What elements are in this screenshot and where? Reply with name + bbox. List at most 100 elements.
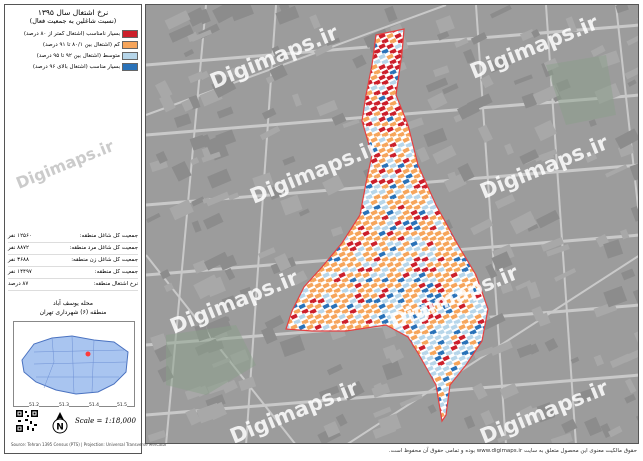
parcel-block — [436, 255, 446, 264]
parcel-block — [372, 99, 382, 108]
parcel-block — [308, 318, 318, 326]
parcel-block — [380, 110, 390, 118]
parcel-block — [305, 302, 315, 311]
parcel-block — [436, 286, 446, 295]
parcel-block — [449, 260, 459, 269]
basemap-building — [378, 413, 402, 435]
parcel-block — [393, 136, 403, 144]
parcel-block — [465, 312, 475, 321]
parcel-block — [401, 302, 411, 311]
basemap-building — [279, 5, 290, 12]
parcel-block — [372, 224, 382, 233]
parcel-block — [420, 318, 430, 326]
parcel-block — [401, 260, 411, 269]
parcel-block — [481, 302, 488, 311]
basemap-building — [269, 64, 288, 82]
parcel-block — [380, 68, 390, 77]
parcel-block — [433, 281, 443, 290]
parcel-block — [457, 271, 467, 279]
parcel-block — [444, 266, 454, 274]
parcel-block — [324, 307, 334, 316]
parcel-block — [388, 307, 398, 316]
parcel-block — [401, 271, 411, 279]
parcel-block — [380, 58, 390, 66]
parcel-block — [369, 219, 379, 227]
parcel-block — [425, 260, 435, 269]
basemap-building — [442, 83, 459, 95]
parcel-block — [364, 214, 374, 222]
parcel-block — [388, 37, 398, 45]
basemap-building — [632, 285, 638, 304]
basemap-building — [259, 125, 281, 141]
parcel-block — [356, 297, 366, 305]
parcel-block — [340, 266, 350, 274]
legend-panel: نرخ اشتغال سال ۱۳۹۵ (نسبت شاغلین به جمعی… — [4, 4, 167, 454]
parcel-block — [428, 245, 438, 253]
inset-coord: 51.2 — [29, 403, 40, 408]
parcel-block — [364, 286, 374, 295]
basemap-building — [624, 393, 637, 404]
parcel-block — [369, 125, 379, 134]
basemap-street — [615, 5, 638, 216]
parcel-block — [417, 240, 427, 248]
parcel-block — [441, 344, 451, 352]
parcel-block — [468, 328, 478, 337]
stat-row: جمعیت کل شاغل زن منطقه: ۳۶۸۸ نفر — [8, 255, 138, 267]
basemap-building — [543, 57, 559, 72]
basemap-building — [322, 174, 345, 196]
inset-coord: 51.5 — [117, 403, 128, 408]
parcel-block — [356, 276, 366, 285]
parcel-block — [321, 312, 331, 321]
basemap-building — [443, 173, 467, 193]
basemap-building — [494, 193, 516, 209]
parcel-block — [377, 312, 387, 321]
parcel-block — [412, 276, 422, 285]
parcel-block — [401, 292, 411, 300]
parcel-block — [412, 214, 422, 222]
parcel-block — [396, 255, 406, 264]
parcel-block — [436, 349, 446, 357]
parcel-block — [324, 266, 334, 274]
legend-label: بسیار مناسب (اشتغال بالای ۹۶ درصد) — [32, 64, 120, 70]
parcel-block — [420, 276, 430, 285]
parcel-block — [385, 125, 395, 134]
qr-code-icon — [15, 409, 39, 433]
parcel-block — [364, 318, 374, 326]
parcel-block — [404, 234, 414, 243]
parcel-block — [372, 182, 382, 191]
basemap-building — [427, 404, 437, 414]
parcel-block — [321, 292, 331, 300]
inset-locator-map — [13, 321, 135, 407]
parcel-block — [348, 255, 358, 264]
parcel-block — [377, 84, 387, 92]
parcel-block — [369, 198, 379, 207]
parcel-block — [388, 110, 398, 118]
main-map[interactable]: Digimaps.ir Digimaps.ir Digimaps.ir Digi… — [145, 4, 639, 444]
parcel-block — [409, 188, 419, 196]
parcel-block — [372, 193, 382, 201]
parcel-block — [364, 193, 374, 201]
parcel-block — [313, 312, 323, 321]
basemap-building — [387, 348, 405, 364]
stats-table: جمعیت کل شاغل منطقه: ۱۲۵۶۰ نفر جمعیت کل ش… — [8, 231, 138, 291]
parcel-block — [313, 292, 323, 300]
basemap-building — [373, 382, 385, 395]
parcel-block — [396, 120, 406, 129]
parcel-block — [385, 292, 395, 300]
parcel-block — [452, 349, 462, 357]
parcel-block — [393, 208, 403, 217]
basemap-building — [436, 30, 450, 41]
parcel-block — [364, 297, 374, 305]
parcel-block — [409, 240, 419, 248]
parcel-block — [409, 323, 419, 331]
parcel-block — [396, 245, 406, 253]
parcel-block — [441, 312, 451, 321]
parcel-block — [457, 323, 467, 331]
parcel-block — [308, 286, 318, 295]
parcel-block — [388, 78, 398, 87]
basemap-building — [480, 74, 494, 89]
basemap-building — [252, 172, 274, 191]
parcel-block — [337, 271, 347, 279]
basemap-building — [267, 184, 283, 200]
parcel-block — [369, 84, 379, 92]
